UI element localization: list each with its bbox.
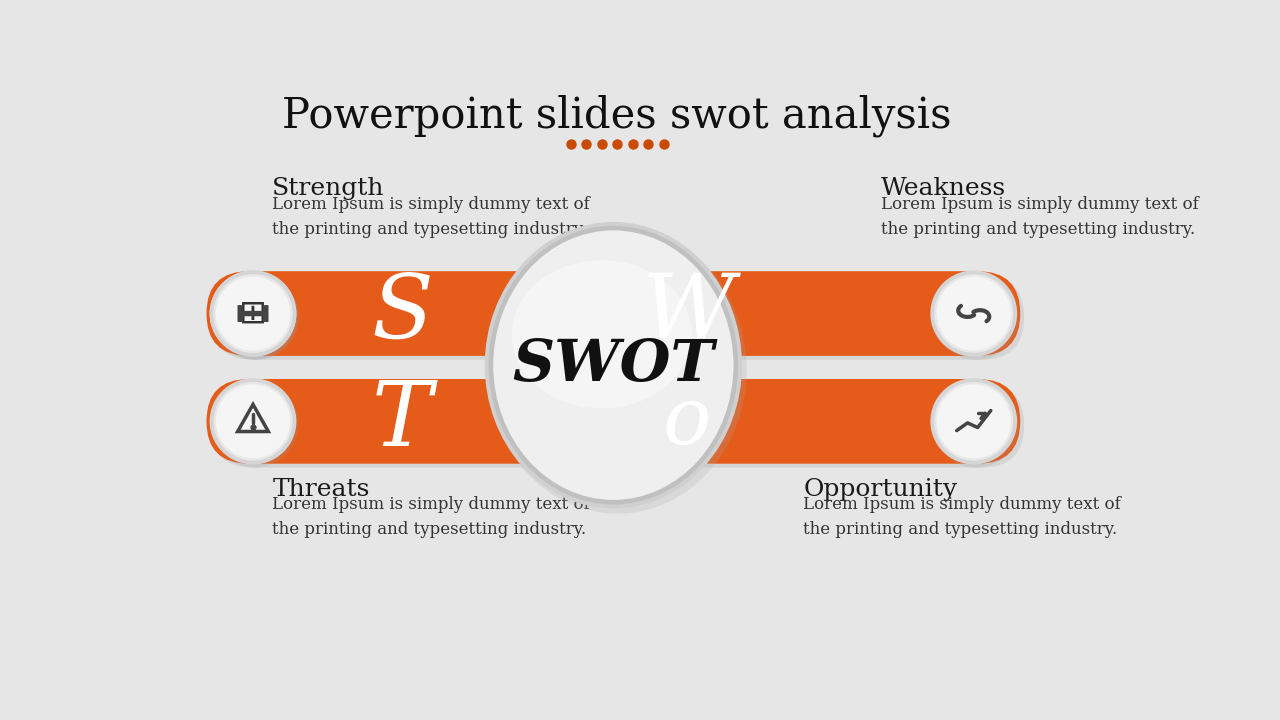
Text: Opportunity: Opportunity <box>804 477 957 500</box>
FancyBboxPatch shape <box>657 271 1020 356</box>
Ellipse shape <box>512 260 692 408</box>
Circle shape <box>934 382 1014 461</box>
Text: S: S <box>371 270 433 357</box>
FancyBboxPatch shape <box>206 271 571 356</box>
Circle shape <box>212 274 298 360</box>
Text: Lorem Ipsum is simply dummy text of
the printing and typesetting industry.: Lorem Ipsum is simply dummy text of the … <box>273 196 590 238</box>
Circle shape <box>214 274 293 353</box>
Circle shape <box>212 382 298 467</box>
FancyBboxPatch shape <box>660 383 1024 467</box>
FancyBboxPatch shape <box>210 275 575 360</box>
Circle shape <box>933 382 1019 467</box>
Text: ⊞: ⊞ <box>239 297 268 330</box>
Circle shape <box>931 378 1018 464</box>
Circle shape <box>214 382 293 461</box>
Ellipse shape <box>493 230 733 500</box>
Text: Threats: Threats <box>273 477 370 500</box>
Text: Weakness: Weakness <box>881 177 1006 200</box>
Ellipse shape <box>488 226 746 514</box>
FancyBboxPatch shape <box>242 311 265 316</box>
Circle shape <box>216 384 291 459</box>
Text: o: o <box>663 382 712 460</box>
Circle shape <box>210 378 297 464</box>
FancyBboxPatch shape <box>206 379 571 464</box>
FancyBboxPatch shape <box>657 379 1020 464</box>
Circle shape <box>937 276 1011 351</box>
Text: Lorem Ipsum is simply dummy text of
the printing and typesetting industry.: Lorem Ipsum is simply dummy text of the … <box>804 496 1121 539</box>
Text: Lorem Ipsum is simply dummy text of
the printing and typesetting industry.: Lorem Ipsum is simply dummy text of the … <box>881 196 1198 238</box>
Ellipse shape <box>485 222 742 508</box>
Circle shape <box>212 274 298 360</box>
Text: Powerpoint slides swot analysis: Powerpoint slides swot analysis <box>283 94 952 137</box>
Text: Lorem Ipsum is simply dummy text of
the printing and typesetting industry.: Lorem Ipsum is simply dummy text of the … <box>273 496 590 539</box>
Circle shape <box>933 274 1019 360</box>
FancyBboxPatch shape <box>210 383 575 467</box>
Circle shape <box>937 384 1011 459</box>
Circle shape <box>934 274 1014 353</box>
Text: W: W <box>640 270 733 357</box>
FancyBboxPatch shape <box>238 305 243 322</box>
Circle shape <box>210 271 297 356</box>
Text: Strength: Strength <box>273 177 385 200</box>
FancyBboxPatch shape <box>660 275 1024 360</box>
Ellipse shape <box>489 226 739 505</box>
Circle shape <box>216 276 291 351</box>
Circle shape <box>931 271 1018 356</box>
Circle shape <box>214 274 293 353</box>
Text: SWOT: SWOT <box>512 337 714 393</box>
Text: T: T <box>372 378 433 465</box>
Circle shape <box>210 271 297 356</box>
FancyBboxPatch shape <box>264 305 269 322</box>
Circle shape <box>216 276 291 351</box>
